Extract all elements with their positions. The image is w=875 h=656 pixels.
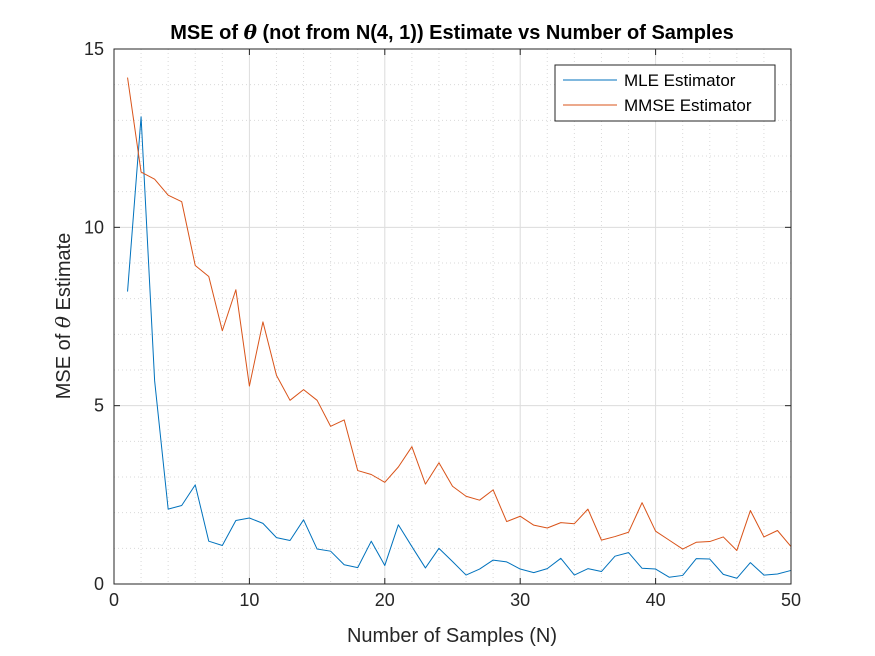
axis-ticks xyxy=(113,48,792,585)
x-tick-label: 10 xyxy=(239,590,259,610)
x-tick-label: 50 xyxy=(781,590,801,610)
series-line-mmse xyxy=(127,77,792,551)
chart-title: MSE of θ (not from N(4, 1)) Estimate vs … xyxy=(170,20,733,44)
tick-labels: 0 10 20 30 40 50 0 5 10 15 xyxy=(84,39,801,610)
plot-frame xyxy=(113,48,792,585)
y-tick-label: 15 xyxy=(84,39,104,59)
legend-label-mmse: MMSE Estimator xyxy=(624,96,752,115)
x-tick-label: 40 xyxy=(646,590,666,610)
x-tick-label: 30 xyxy=(510,590,530,610)
plot-area xyxy=(114,49,791,584)
y-tick-label: 5 xyxy=(94,396,104,416)
x-axis-label: Number of Samples (N) xyxy=(347,625,557,647)
series-line-mle xyxy=(127,116,792,579)
legend-label-mle: MLE Estimator xyxy=(624,71,736,90)
legend: MLE Estimator MMSE Estimator xyxy=(554,64,776,122)
legend-box xyxy=(554,64,776,122)
major-grid xyxy=(114,49,791,584)
x-tick-label: 20 xyxy=(375,590,395,610)
y-tick-label: 0 xyxy=(94,574,104,594)
x-tick-label: 0 xyxy=(109,590,119,610)
series-layer xyxy=(127,77,792,579)
y-axis-label: MSE of θ Estimate xyxy=(51,233,75,400)
y-tick-label: 10 xyxy=(84,217,104,237)
